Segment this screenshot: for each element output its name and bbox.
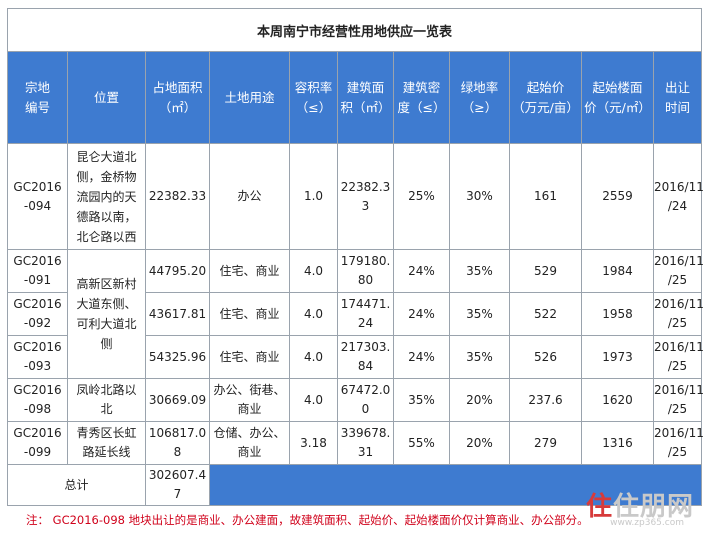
cell-far: 4.0 <box>289 335 338 379</box>
cell-land-use: 住宅、商业 <box>209 335 290 379</box>
total-label: 总计 <box>7 464 146 506</box>
table-row: GC2016 -098 凤岭北路以北 30669.09 办公、街巷、 商业 4.0 … <box>7 378 704 422</box>
total-area: 302607.4 7 <box>145 464 210 506</box>
cell-parcel-id: GC2016 -094 <box>7 143 68 250</box>
logo-url: www.zp365.com <box>610 518 684 528</box>
cell-far: 4.0 <box>289 249 338 293</box>
cell-floor-price: 1973 <box>581 335 654 379</box>
land-supply-table: 本周南宁市经营性用地供应一览表 宗地 编号 位置 占地面积 （㎡） 土地用途 容积率… <box>6 8 704 506</box>
cell-density: 24% <box>393 335 450 379</box>
logo-text: 住朋网 <box>612 492 694 522</box>
header-parcel-id: 宗地 编号 <box>7 51 68 144</box>
header-far: 容积率 （≤） <box>289 51 338 144</box>
header-green-ratio: 绿地率 （≥） <box>449 51 510 144</box>
cell-floor-area: 217303. 84 <box>337 335 394 379</box>
cell-green-ratio: 35% <box>449 249 510 293</box>
land-supply-table-wrapper: 本周南宁市经营性用地供应一览表 宗地 编号 位置 占地面积 （㎡） 土地用途 容积率… <box>6 8 704 506</box>
header-location: 位置 <box>67 51 146 144</box>
header-land-use: 土地用途 <box>209 51 290 144</box>
header-start-price: 起始价 （万元/亩） <box>509 51 582 144</box>
cell-location: 青秀区长虹 路延长线 <box>67 421 146 465</box>
site-logo: 住住朋网 <box>586 486 694 523</box>
cell-land-use: 办公、街巷、 商业 <box>209 378 290 422</box>
cell-floor-area: 67472.0 0 <box>337 378 394 422</box>
cell-land-use: 仓储、办公、 商业 <box>209 421 290 465</box>
cell-floor-area: 339678. 31 <box>337 421 394 465</box>
cell-floor-area: 174471. 24 <box>337 292 394 336</box>
cell-transfer-date: 2016/11/25 <box>652 249 704 293</box>
cell-floor-price: 1316 <box>581 421 654 465</box>
cell-location-shared: 高新区新村 大道东侧、 可利大道北侧 <box>67 249 146 379</box>
cell-parcel-id: GC2016 -093 <box>7 335 68 379</box>
cell-area: 44795.20 <box>145 249 210 293</box>
cell-location: 凤岭北路以北 <box>67 378 146 422</box>
table-row: GC2016 -099 青秀区长虹 路延长线 106817.0 8 仓储、办公、 商业 … <box>7 421 704 465</box>
cell-green-ratio: 35% <box>449 292 510 336</box>
cell-green-ratio: 20% <box>449 378 510 422</box>
cell-floor-price: 1620 <box>581 378 654 422</box>
cell-start-price: 237.6 <box>509 378 582 422</box>
cell-land-use: 住宅、商业 <box>209 292 290 336</box>
header-area: 占地面积 （㎡） <box>145 51 210 144</box>
cell-green-ratio: 20% <box>449 421 510 465</box>
cell-density: 35% <box>393 378 450 422</box>
footnote: 注： GC2016-098 地块出让的是商业、办公建面，故建筑面积、起始价、起始… <box>26 513 589 527</box>
cell-parcel-id: GC2016 -099 <box>7 421 68 465</box>
cell-density: 24% <box>393 292 450 336</box>
cell-start-price: 279 <box>509 421 582 465</box>
cell-far: 3.18 <box>289 421 338 465</box>
table-row: GC2016 -094 昆仑大道北 侧，金桥物 流园内的天 德路以南， 北仑路以西 223… <box>7 143 704 250</box>
header-floor-price: 起始楼面 价（元/㎡） <box>581 51 654 144</box>
cell-far: 4.0 <box>289 378 338 422</box>
cell-transfer-date: 2016/11/24 <box>652 143 704 250</box>
cell-start-price: 161 <box>509 143 582 250</box>
cell-area: 106817.0 8 <box>145 421 210 465</box>
cell-parcel-id: GC2016 -091 <box>7 249 68 293</box>
cell-green-ratio: 30% <box>449 143 510 250</box>
cell-floor-price: 1984 <box>581 249 654 293</box>
cell-floor-price: 2559 <box>581 143 654 250</box>
cell-density: 24% <box>393 249 450 293</box>
cell-start-price: 522 <box>509 292 582 336</box>
cell-transfer-date: 2016/11/25 <box>652 378 704 422</box>
header-row: 宗地 编号 位置 占地面积 （㎡） 土地用途 容积率 （≤） 建筑面 积（㎡） 建筑密度… <box>7 51 703 144</box>
total-row: 总计 302607.4 7 <box>7 464 703 506</box>
cell-far: 1.0 <box>289 143 338 250</box>
cell-floor-price: 1958 <box>581 292 654 336</box>
total-filler <box>208 464 703 506</box>
cell-area: 30669.09 <box>145 378 210 422</box>
cell-parcel-id: GC2016 -098 <box>7 378 68 422</box>
cell-start-price: 526 <box>509 335 582 379</box>
cell-transfer-date: 2016/11/25 <box>652 292 704 336</box>
cell-floor-area: 179180. 80 <box>337 249 394 293</box>
cell-area: 43617.81 <box>145 292 210 336</box>
cell-floor-area: 22382.3 3 <box>337 143 394 250</box>
cell-parcel-id: GC2016 -092 <box>7 292 68 336</box>
cell-transfer-date: 2016/11/25 <box>652 421 704 465</box>
cell-transfer-date: 2016/11/25 <box>652 335 704 379</box>
table-row: GC2016 -091 高新区新村 大道东侧、 可利大道北侧 44795.20 住宅、… <box>7 249 704 379</box>
cell-far: 4.0 <box>289 292 338 336</box>
cell-land-use: 住宅、商业 <box>209 249 290 293</box>
cell-location: 昆仑大道北 侧，金桥物 流园内的天 德路以南， 北仑路以西 <box>67 143 146 250</box>
header-transfer-date: 出让 时间 <box>652 51 703 144</box>
cell-green-ratio: 35% <box>449 335 510 379</box>
cell-density: 55% <box>393 421 450 465</box>
cell-area: 54325.96 <box>145 335 210 379</box>
cell-density: 25% <box>393 143 450 250</box>
cell-land-use: 办公 <box>209 143 290 250</box>
cell-start-price: 529 <box>509 249 582 293</box>
header-density: 建筑密 度（≤） <box>393 51 450 144</box>
header-floor-area: 建筑面 积（㎡） <box>337 51 394 144</box>
table-row: GC2016 -092 43617.81 住宅、商业 4.0 174471. 24 … <box>7 292 704 336</box>
logo-mark-icon: 住 <box>585 492 613 522</box>
table-title: 本周南宁市经营性用地供应一览表 <box>6 8 703 52</box>
cell-area: 22382.33 <box>145 143 210 250</box>
